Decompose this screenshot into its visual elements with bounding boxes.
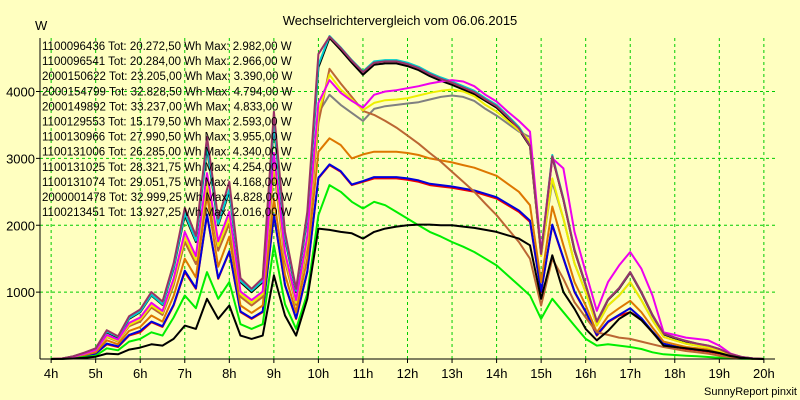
- legend-entry-5: 1100129553 Tot: 15.179,50 Wh Max: 2.593,…: [42, 117, 292, 129]
- legend-entry-2: 2000150622 Tot: 23.205,00 Wh Max: 3.390,…: [42, 71, 293, 83]
- y-tick-label-3: 4000: [6, 85, 35, 100]
- x-tick-label-16: 20h: [753, 366, 775, 381]
- series-line-5: [51, 184, 764, 360]
- x-tick-label-7: 11h: [353, 366, 374, 381]
- y-tick-label-0: 1000: [6, 285, 35, 300]
- legend-entry-6: 1100130966 Tot: 27.990,50 Wh Max: 3.955,…: [42, 132, 292, 144]
- legend-entry-11: 1100213451 Tot: 13.927,25 Wh Max: 2.016,…: [42, 207, 292, 219]
- x-tick-label-6: 10h: [308, 366, 330, 381]
- x-tick-label-13: 17h: [619, 366, 641, 381]
- legend-entry-10: 2000001478 Tot: 32.999,25 Wh Max: 4.828,…: [42, 192, 293, 204]
- series-lines: [51, 35, 764, 360]
- series-line-10: [51, 35, 764, 360]
- y-tick-label-2: 3000: [6, 151, 35, 166]
- x-tick-label-8: 12h: [397, 366, 419, 381]
- y-tick-label-1: 2000: [6, 218, 35, 233]
- legend-entry-0: 1100096436 Tot: 20.272,50 Wh Max: 2.982,…: [42, 41, 292, 53]
- x-tick-label-15: 19h: [708, 366, 730, 381]
- legend-entry-8: 1100131025 Tot: 28.321,75 Wh Max: 4.254,…: [42, 162, 292, 174]
- x-tick-label-11: 15h: [530, 366, 552, 381]
- axes: 4h 5h 6h 7h 8h 9h 10h 11h 12h 13h 14h 15h 16h 17h 18h 1…: [6, 38, 775, 381]
- series-line-1: [51, 163, 764, 360]
- x-tick-label-1: 5h: [88, 366, 102, 381]
- legend-entry-3: 2000154799 Tot: 32.828,50 Wh Max: 4.794,…: [42, 86, 293, 98]
- series-line-11: [51, 223, 764, 360]
- legend: 1100096436 Tot: 20.272,50 Wh Max: 2.982,…: [42, 41, 293, 219]
- x-tick-label-3: 7h: [178, 366, 192, 381]
- x-tick-label-9: 13h: [441, 366, 463, 381]
- legend-entry-9: 1100131074 Tot: 29.051,75 Wh Max: 4.168,…: [42, 177, 292, 189]
- series-line-2: [51, 137, 764, 360]
- x-tick-label-14: 18h: [664, 366, 686, 381]
- x-tick-label-5: 9h: [267, 366, 281, 381]
- x-tick-label-12: 16h: [575, 366, 597, 381]
- legend-entry-4: 2000149892 Tot: 33.237,00 Wh Max: 4.833,…: [42, 101, 293, 113]
- x-tick-label-2: 6h: [133, 366, 147, 381]
- legend-entry-1: 1100096541 Tot: 20.284,00 Wh Max: 2.966,…: [42, 56, 292, 68]
- chart-title: Wechselrichtervergleich vom 06.06.2015: [283, 13, 518, 28]
- series-line-9: [51, 79, 764, 360]
- x-tick-label-10: 14h: [486, 366, 508, 381]
- legend-entry-7: 1100131006 Tot: 26.285,00 Wh Max: 4.340,…: [42, 147, 292, 159]
- y-axis-unit: W: [35, 18, 48, 33]
- x-tick-label-4: 8h: [222, 366, 236, 381]
- footer-credit: SunnyReport pinxit: [704, 386, 797, 398]
- x-tick-label-0: 4h: [44, 366, 58, 381]
